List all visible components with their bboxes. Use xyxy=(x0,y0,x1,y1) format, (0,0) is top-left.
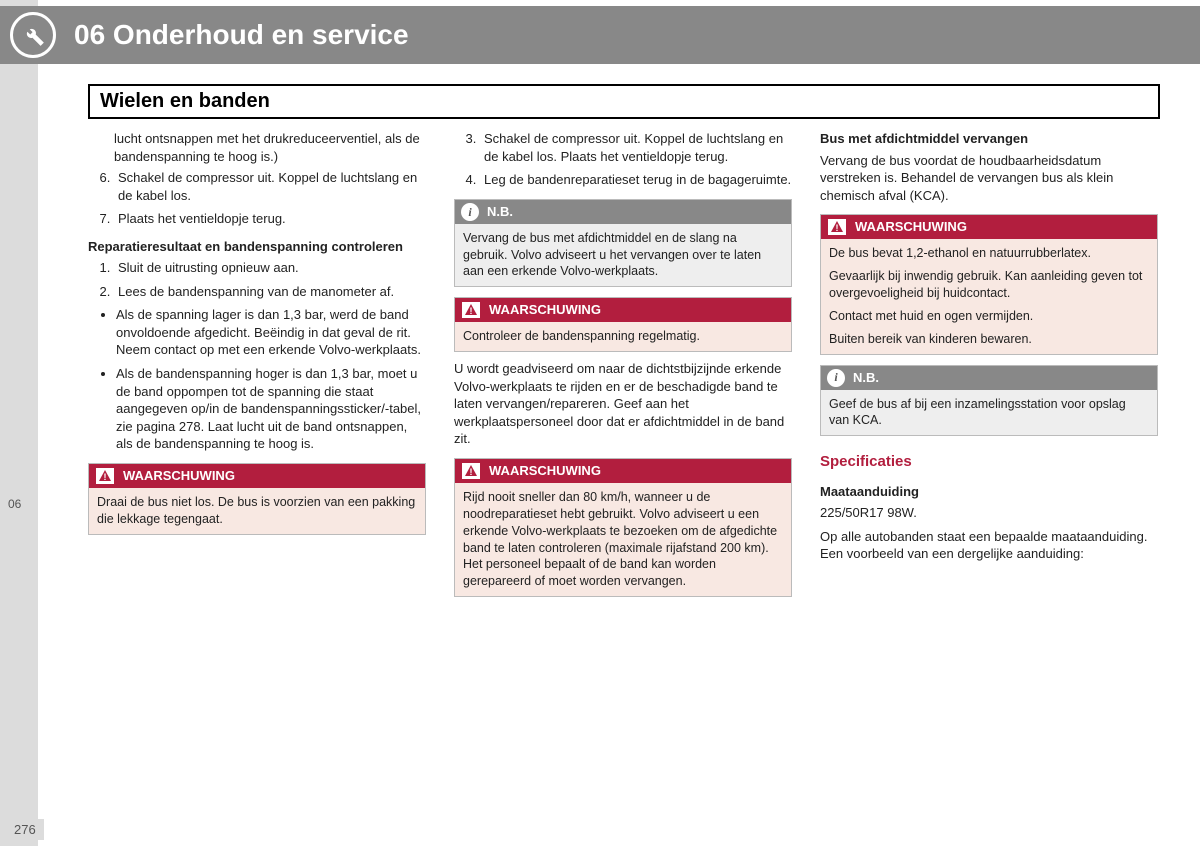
warning-header: WAARSCHUWING xyxy=(455,298,791,322)
warning-title: WAARSCHUWING xyxy=(489,301,601,319)
column-2: Schakel de compressor uit. Koppel de luc… xyxy=(454,130,792,605)
page-number: 276 xyxy=(6,819,44,840)
side-tab: 06 xyxy=(0,0,38,846)
note-title: N.B. xyxy=(853,369,879,387)
list-item: Plaats het ventieldopje terug. xyxy=(114,210,426,228)
intro-text: lucht ontsnappen met het drukreduceerven… xyxy=(114,130,426,165)
section-title: Wielen en banden xyxy=(88,84,1160,119)
spec-paragraph: Op alle autobanden staat een bepaalde ma… xyxy=(820,528,1158,563)
warning-title: WAARSCHUWING xyxy=(855,218,967,236)
warning-header: WAARSCHUWING xyxy=(455,459,791,483)
list-item: Schakel de compressor uit. Koppel de luc… xyxy=(114,169,426,204)
warning-line: Buiten bereik van kinderen bewaren. xyxy=(829,331,1149,348)
column-3: Bus met afdichtmiddel vervangen Vervang … xyxy=(820,130,1158,605)
warning-body: Rijd nooit sneller dan 80 km/h, wanneer … xyxy=(455,483,791,596)
warning-box: WAARSCHUWING Draai de bus niet los. De b… xyxy=(88,463,426,535)
warning-triangle-icon xyxy=(461,462,481,480)
warning-triangle-icon xyxy=(461,301,481,319)
spec-value: 225/50R17 98W. xyxy=(820,504,1158,522)
note-body: Geef de bus af bij een inzamelingsstatio… xyxy=(821,390,1157,436)
list-item: Sluit de uitrusting opnieuw aan. xyxy=(114,259,426,277)
warning-line: Contact met huid en ogen vermijden. xyxy=(829,308,1149,325)
spec-subhead: Maataanduiding xyxy=(820,483,1158,501)
list-item: Leg de bandenreparatieset terug in de ba… xyxy=(480,171,792,189)
note-box: i N.B. Geef de bus af bij een inzameling… xyxy=(820,365,1158,437)
info-icon: i xyxy=(827,369,845,387)
wrench-icon xyxy=(10,12,56,58)
warning-box: WAARSCHUWING Controleer de bandenspannin… xyxy=(454,297,792,352)
subhead-replace-can: Bus met afdichtmiddel vervangen xyxy=(820,130,1158,148)
warning-body: De bus bevat 1,2-ethanol en natuurrubber… xyxy=(821,239,1157,353)
warning-triangle-icon xyxy=(95,467,115,485)
note-title: N.B. xyxy=(487,203,513,221)
warning-triangle-icon xyxy=(827,218,847,236)
paragraph: U wordt geadviseerd om naar de dichtstbi… xyxy=(454,360,792,448)
bullet-item: Als de spanning lager is dan 1,3 bar, we… xyxy=(116,306,426,359)
warning-box: WAARSCHUWING Rijd nooit sneller dan 80 k… xyxy=(454,458,792,597)
info-icon: i xyxy=(461,203,479,221)
side-tab-label: 06 xyxy=(8,497,21,511)
chapter-header: 06 Onderhoud en service xyxy=(0,6,1200,64)
spec-heading: Specificaties xyxy=(820,452,1158,472)
warning-line: Gevaarlijk bij inwendig gebruik. Kan aan… xyxy=(829,268,1149,302)
paragraph: Vervang de bus voordat de houdbaarheidsd… xyxy=(820,152,1158,205)
note-header: i N.B. xyxy=(455,200,791,224)
warning-header: WAARSCHUWING xyxy=(89,464,425,488)
list-item: Lees de bandenspanning van de manometer … xyxy=(114,283,426,301)
chapter-title: 06 Onderhoud en service xyxy=(74,19,409,51)
warning-body: Draai de bus niet los. De bus is voorzie… xyxy=(89,488,425,534)
warning-line: De bus bevat 1,2-ethanol en natuurrubber… xyxy=(829,245,1149,262)
column-1: lucht ontsnappen met het drukreduceerven… xyxy=(88,130,426,605)
bullet-item: Als de bandenspanning hoger is dan 1,3 b… xyxy=(116,365,426,453)
warning-header: WAARSCHUWING xyxy=(821,215,1157,239)
note-body: Vervang de bus met afdichtmiddel en de s… xyxy=(455,224,791,287)
warning-body: Controleer de bandenspanning regelmatig. xyxy=(455,322,791,351)
subhead-repair-result: Reparatieresultaat en bandenspanning con… xyxy=(88,238,426,256)
warning-title: WAARSCHUWING xyxy=(123,467,235,485)
note-header: i N.B. xyxy=(821,366,1157,390)
warning-title: WAARSCHUWING xyxy=(489,462,601,480)
note-box: i N.B. Vervang de bus met afdichtmiddel … xyxy=(454,199,792,288)
list-item: Schakel de compressor uit. Koppel de luc… xyxy=(480,130,792,165)
warning-box: WAARSCHUWING De bus bevat 1,2-ethanol en… xyxy=(820,214,1158,354)
content-columns: lucht ontsnappen met het drukreduceerven… xyxy=(88,130,1160,605)
